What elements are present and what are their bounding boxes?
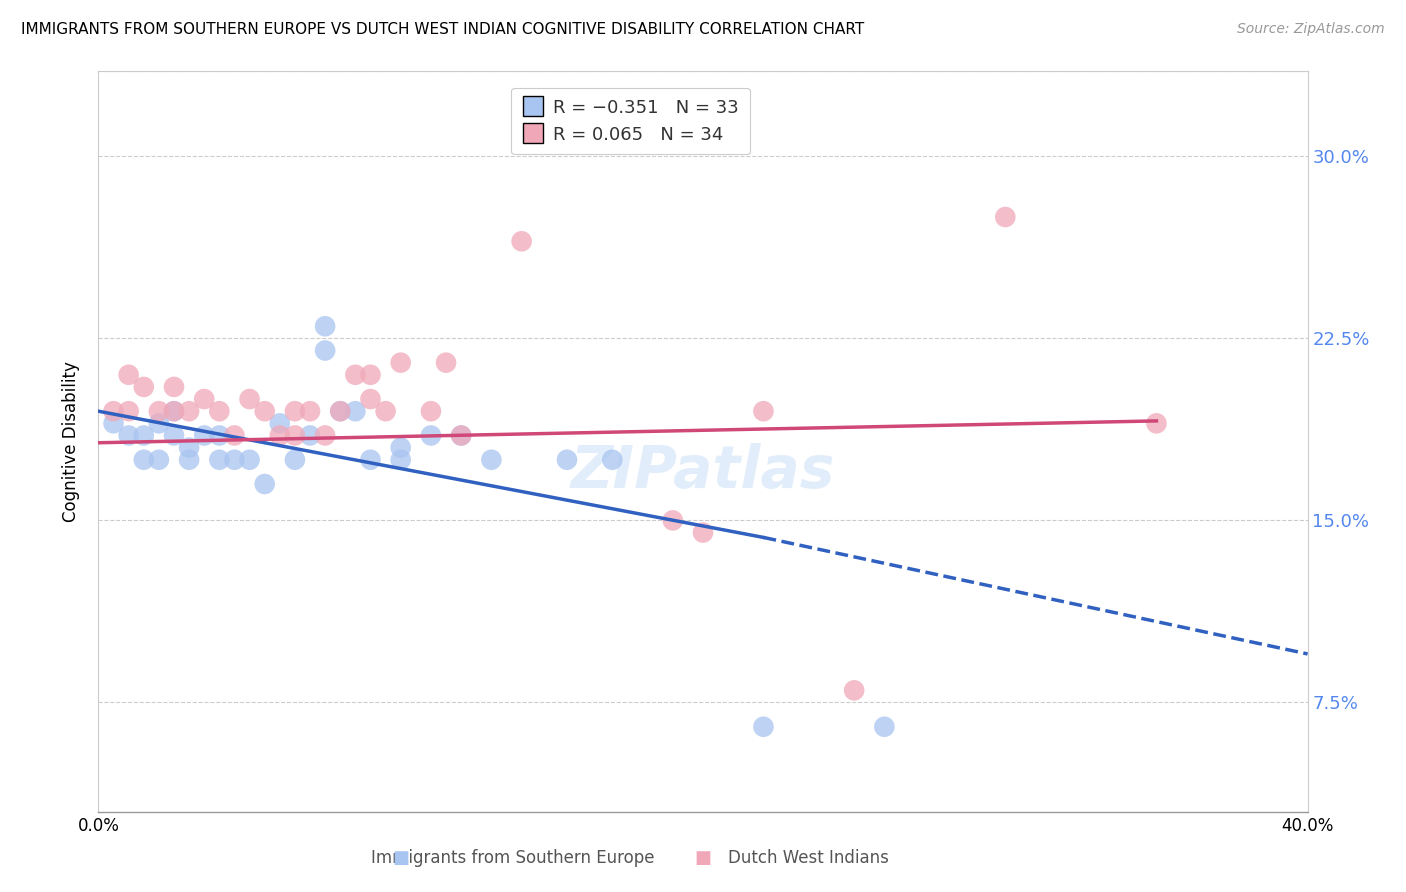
Point	[994, 210, 1017, 224]
Point	[269, 417, 291, 431]
Point	[329, 404, 352, 418]
Point	[284, 428, 307, 442]
Point	[208, 428, 231, 442]
Point	[118, 368, 141, 382]
Point	[284, 404, 307, 418]
Point	[360, 392, 382, 406]
Point	[208, 404, 231, 418]
Point	[299, 404, 322, 418]
Point	[450, 428, 472, 442]
Point	[752, 404, 775, 418]
Point	[239, 452, 262, 467]
Point	[208, 452, 231, 467]
Point	[284, 452, 307, 467]
Text: ZIPatlas: ZIPatlas	[571, 442, 835, 500]
Point	[374, 404, 396, 418]
Point	[360, 368, 382, 382]
Point	[224, 428, 246, 442]
Text: Immigrants from Southern Europe: Immigrants from Southern Europe	[371, 849, 655, 867]
Point	[103, 404, 125, 418]
Text: ■: ■	[392, 849, 409, 867]
Point	[389, 356, 412, 370]
Point	[299, 428, 322, 442]
Point	[253, 404, 276, 418]
Point	[1144, 417, 1167, 431]
Point	[661, 513, 683, 527]
Point	[844, 683, 866, 698]
Point	[132, 452, 155, 467]
Point	[389, 441, 412, 455]
Point	[239, 392, 262, 406]
Point	[132, 380, 155, 394]
Point	[163, 428, 186, 442]
Text: IMMIGRANTS FROM SOUTHERN EUROPE VS DUTCH WEST INDIAN COGNITIVE DISABILITY CORREL: IMMIGRANTS FROM SOUTHERN EUROPE VS DUTCH…	[21, 22, 865, 37]
Point	[132, 428, 155, 442]
Point	[118, 404, 141, 418]
Point	[420, 428, 443, 442]
Point	[148, 417, 170, 431]
Point	[481, 452, 503, 467]
Point	[269, 428, 291, 442]
Point	[450, 428, 472, 442]
Point	[314, 319, 336, 334]
Point	[179, 404, 201, 418]
Point	[193, 428, 215, 442]
Point	[163, 404, 186, 418]
Point	[179, 441, 201, 455]
Text: ■: ■	[695, 849, 711, 867]
Point	[253, 477, 276, 491]
Point	[389, 452, 412, 467]
Point	[103, 417, 125, 431]
Point	[344, 404, 367, 418]
Point	[163, 380, 186, 394]
Y-axis label: Cognitive Disability: Cognitive Disability	[62, 361, 80, 522]
Point	[193, 392, 215, 406]
Point	[360, 452, 382, 467]
Point	[420, 404, 443, 418]
Point	[752, 720, 775, 734]
Point	[148, 404, 170, 418]
Point	[510, 234, 533, 248]
Text: Source: ZipAtlas.com: Source: ZipAtlas.com	[1237, 22, 1385, 37]
Point	[873, 720, 896, 734]
Point	[602, 452, 624, 467]
Point	[314, 428, 336, 442]
Point	[179, 452, 201, 467]
Point	[163, 404, 186, 418]
Point	[148, 452, 170, 467]
Point	[118, 428, 141, 442]
Point	[329, 404, 352, 418]
Text: Dutch West Indians: Dutch West Indians	[728, 849, 889, 867]
Point	[434, 356, 457, 370]
Point	[555, 452, 578, 467]
Point	[692, 525, 714, 540]
Point	[224, 452, 246, 467]
Legend: R = −0.351   N = 33, R = 0.065   N = 34: R = −0.351 N = 33, R = 0.065 N = 34	[512, 87, 749, 154]
Point	[314, 343, 336, 358]
Point	[344, 368, 367, 382]
